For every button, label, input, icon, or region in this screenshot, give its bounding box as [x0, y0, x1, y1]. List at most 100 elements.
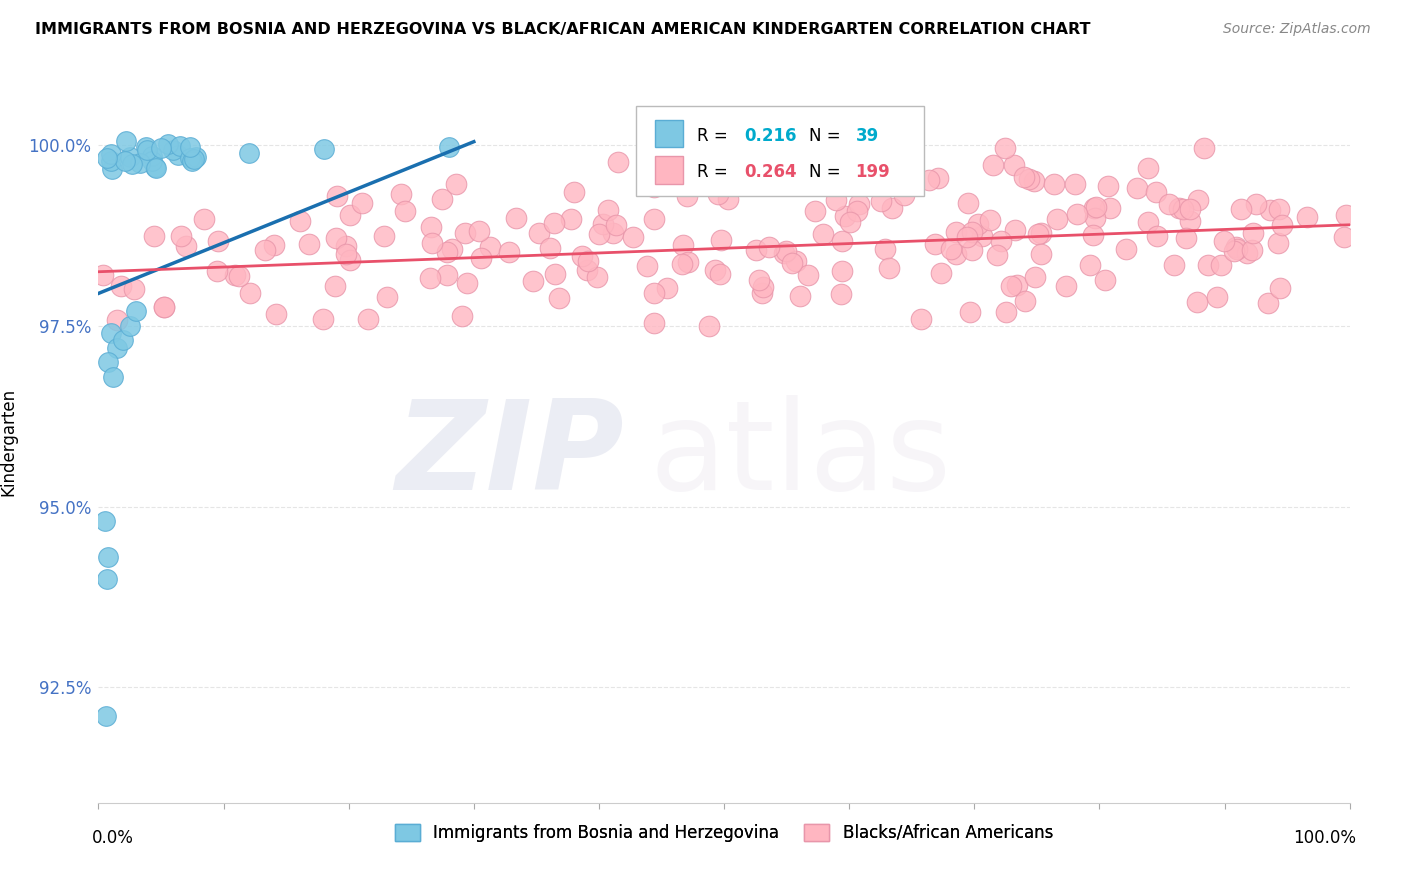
- Point: [945, 247, 967, 261]
- Point: [479, 240, 502, 254]
- Point: [621, 230, 644, 244]
- Text: R =: R =: [696, 163, 733, 181]
- Point: [205, 264, 228, 278]
- Point: [873, 243, 896, 257]
- Point: [1115, 242, 1137, 256]
- Point: [758, 240, 780, 254]
- Point: [751, 286, 773, 301]
- Text: 100.0%: 100.0%: [1294, 829, 1355, 847]
- Point: [709, 267, 731, 281]
- Point: [1084, 200, 1107, 214]
- Point: [430, 192, 453, 206]
- Point: [238, 145, 260, 160]
- Point: [831, 234, 853, 248]
- Point: [297, 236, 319, 251]
- Point: [114, 154, 136, 169]
- Point: [110, 279, 132, 293]
- Point: [1336, 208, 1358, 222]
- Point: [1024, 269, 1046, 284]
- Point: [394, 204, 416, 219]
- Point: [893, 188, 915, 202]
- Point: [1171, 202, 1194, 217]
- Point: [1029, 226, 1052, 240]
- Point: [1063, 177, 1085, 191]
- Point: [544, 267, 567, 281]
- Point: [167, 148, 190, 162]
- Point: [1333, 229, 1355, 244]
- Point: [1212, 235, 1234, 249]
- Point: [288, 214, 311, 228]
- Point: [704, 263, 727, 277]
- Point: [179, 151, 201, 165]
- Point: [960, 225, 983, 239]
- Point: [1267, 235, 1289, 250]
- Point: [880, 201, 903, 215]
- FancyBboxPatch shape: [655, 120, 683, 147]
- Point: [870, 194, 893, 208]
- Point: [645, 140, 668, 154]
- Point: [780, 256, 803, 270]
- Point: [643, 316, 665, 330]
- Point: [1098, 201, 1121, 215]
- Point: [179, 140, 201, 154]
- Point: [121, 157, 143, 171]
- Point: [1066, 207, 1088, 221]
- Point: [710, 233, 733, 247]
- Text: atlas: atlas: [650, 395, 950, 516]
- Point: [1014, 293, 1036, 308]
- Point: [846, 204, 869, 219]
- Point: [1157, 197, 1180, 211]
- Point: [831, 264, 853, 278]
- Point: [118, 318, 141, 333]
- Point: [957, 196, 980, 211]
- Point: [96, 572, 118, 586]
- Point: [1268, 281, 1291, 295]
- Point: [1230, 202, 1253, 217]
- Point: [1223, 244, 1246, 258]
- Text: 199: 199: [855, 163, 890, 181]
- Point: [796, 268, 818, 282]
- Point: [994, 305, 1017, 319]
- Point: [789, 289, 811, 303]
- Point: [94, 709, 117, 723]
- Point: [543, 216, 565, 230]
- Point: [1137, 161, 1160, 175]
- Point: [676, 189, 699, 203]
- Point: [1137, 215, 1160, 229]
- Point: [1012, 170, 1035, 185]
- Point: [638, 158, 661, 172]
- Point: [1097, 178, 1119, 193]
- Point: [437, 140, 460, 154]
- Point: [115, 135, 138, 149]
- Point: [1167, 201, 1189, 215]
- Point: [560, 211, 582, 226]
- Point: [450, 309, 472, 323]
- Point: [453, 226, 475, 240]
- Point: [122, 282, 145, 296]
- Point: [1258, 202, 1281, 217]
- Point: [174, 239, 197, 253]
- Text: N =: N =: [810, 163, 846, 181]
- Point: [586, 270, 609, 285]
- Y-axis label: Kindergarten: Kindergarten: [0, 387, 17, 496]
- Point: [602, 226, 624, 240]
- Point: [575, 262, 598, 277]
- Point: [1197, 258, 1219, 272]
- Point: [941, 242, 963, 256]
- Point: [129, 156, 152, 170]
- Point: [959, 304, 981, 318]
- Point: [100, 146, 122, 161]
- Point: [1192, 141, 1215, 155]
- Text: R =: R =: [696, 127, 733, 145]
- Point: [91, 268, 114, 283]
- Point: [745, 243, 768, 257]
- Point: [960, 243, 983, 257]
- Point: [97, 550, 120, 565]
- Point: [927, 171, 949, 186]
- Point: [717, 192, 740, 206]
- Point: [979, 213, 1001, 227]
- Point: [571, 249, 593, 263]
- Point: [141, 153, 163, 168]
- Point: [97, 355, 120, 369]
- Point: [339, 253, 361, 268]
